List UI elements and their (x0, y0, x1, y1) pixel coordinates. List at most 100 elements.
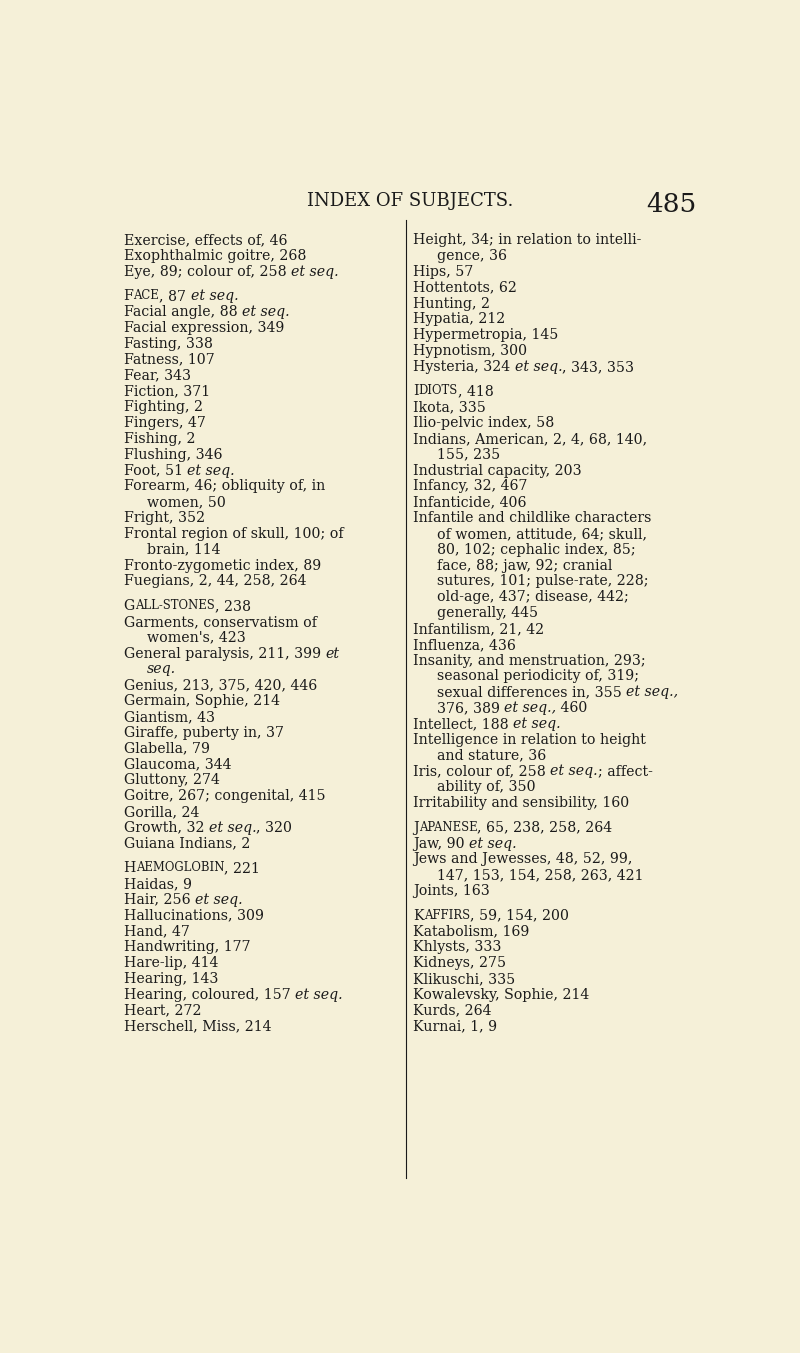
Text: et seq.: et seq. (194, 893, 242, 907)
Text: Fishing, 2: Fishing, 2 (123, 432, 195, 446)
Text: ; affect-: ; affect- (598, 764, 653, 778)
Text: AFFIRS: AFFIRS (424, 909, 470, 921)
Text: Facial expression, 349: Facial expression, 349 (123, 321, 284, 336)
Text: Hypatia, 212: Hypatia, 212 (413, 313, 506, 326)
Text: Flushing, 346: Flushing, 346 (123, 448, 222, 461)
Text: Germain, Sophie, 214: Germain, Sophie, 214 (123, 694, 279, 708)
Text: Goitre, 267; congenital, 415: Goitre, 267; congenital, 415 (123, 789, 325, 804)
Text: Indians, American, 2, 4, 68, 140,: Indians, American, 2, 4, 68, 140, (413, 432, 647, 446)
Text: Height, 34; in relation to intelli-: Height, 34; in relation to intelli- (413, 233, 642, 248)
Text: Hearing, 143: Hearing, 143 (123, 971, 218, 986)
Text: Katabolism, 169: Katabolism, 169 (413, 924, 530, 939)
Text: Glaucoma, 344: Glaucoma, 344 (123, 758, 231, 771)
Text: Influenza, 436: Influenza, 436 (413, 637, 516, 652)
Text: ALL-STONES: ALL-STONES (135, 599, 214, 612)
Text: Hearing, coloured, 157: Hearing, coloured, 157 (123, 988, 295, 1001)
Text: , 343, 353: , 343, 353 (562, 360, 634, 373)
Text: Guiana Indians, 2: Guiana Indians, 2 (123, 836, 250, 851)
Text: seq.: seq. (147, 663, 176, 676)
Text: Growth, 32: Growth, 32 (123, 821, 209, 835)
Text: I: I (413, 384, 418, 398)
Text: , 221: , 221 (225, 861, 260, 875)
Text: Hypermetropia, 145: Hypermetropia, 145 (413, 329, 558, 342)
Text: women's, 423: women's, 423 (147, 630, 246, 644)
Text: Frontal region of skull, 100; of: Frontal region of skull, 100; of (123, 526, 343, 541)
Text: seasonal periodicity of, 319;: seasonal periodicity of, 319; (437, 670, 638, 683)
Text: et seq.: et seq. (470, 836, 517, 851)
Text: Klikuschi, 335: Klikuschi, 335 (413, 971, 515, 986)
Text: Eye, 89; colour of, 258: Eye, 89; colour of, 258 (123, 265, 290, 279)
Text: et: et (325, 647, 339, 660)
Text: Glabella, 79: Glabella, 79 (123, 741, 210, 755)
Text: Herschell, Miss, 214: Herschell, Miss, 214 (123, 1019, 271, 1034)
Text: Fasting, 338: Fasting, 338 (123, 337, 213, 350)
Text: ACE: ACE (134, 290, 159, 303)
Text: et seq.: et seq. (290, 265, 338, 279)
Text: Iris, colour of, 258: Iris, colour of, 258 (413, 764, 550, 778)
Text: Genius, 213, 375, 420, 446: Genius, 213, 375, 420, 446 (123, 678, 317, 693)
Text: et seq.,: et seq., (626, 686, 678, 700)
Text: Kurds, 264: Kurds, 264 (413, 1004, 491, 1017)
Text: Ikota, 335: Ikota, 335 (413, 400, 486, 414)
Text: INDEX OF SUBJECTS.: INDEX OF SUBJECTS. (307, 192, 513, 210)
Text: Infantile and childlike characters: Infantile and childlike characters (413, 511, 651, 525)
Text: AEMOGLOBIN: AEMOGLOBIN (136, 861, 225, 874)
Text: Fronto-zygometic index, 89: Fronto-zygometic index, 89 (123, 559, 321, 572)
Text: , 320: , 320 (256, 821, 292, 835)
Text: 147, 153, 154, 258, 263, 421: 147, 153, 154, 258, 263, 421 (437, 869, 643, 882)
Text: , 87: , 87 (159, 290, 190, 303)
Text: G: G (123, 599, 135, 613)
Text: Insanity, and menstruation, 293;: Insanity, and menstruation, 293; (413, 653, 646, 667)
Text: Foot, 51: Foot, 51 (123, 464, 187, 478)
Text: Kidneys, 275: Kidneys, 275 (413, 957, 506, 970)
Text: Gluttony, 274: Gluttony, 274 (123, 773, 219, 787)
Text: Exercise, effects of, 46: Exercise, effects of, 46 (123, 233, 287, 248)
Text: old-age, 437; disease, 442;: old-age, 437; disease, 442; (437, 590, 629, 605)
Text: Giraffe, puberty in, 37: Giraffe, puberty in, 37 (123, 725, 283, 740)
Text: gence, 36: gence, 36 (437, 249, 506, 262)
Text: 460: 460 (556, 701, 588, 716)
Text: Fright, 352: Fright, 352 (123, 511, 205, 525)
Text: Hair, 256: Hair, 256 (123, 893, 194, 907)
Text: Fiction, 371: Fiction, 371 (123, 384, 210, 398)
Text: General paralysis, 211, 399: General paralysis, 211, 399 (123, 647, 325, 660)
Text: Industrial capacity, 203: Industrial capacity, 203 (413, 464, 582, 478)
Text: , 238: , 238 (214, 599, 250, 613)
Text: Kurnai, 1, 9: Kurnai, 1, 9 (413, 1019, 498, 1034)
Text: et seq.: et seq. (190, 290, 238, 303)
Text: Hallucinations, 309: Hallucinations, 309 (123, 909, 263, 923)
Text: Exophthalmic goitre, 268: Exophthalmic goitre, 268 (123, 249, 306, 262)
Text: Khlysts, 333: Khlysts, 333 (413, 940, 502, 954)
Text: 155, 235: 155, 235 (437, 448, 500, 461)
Text: Haidas, 9: Haidas, 9 (123, 877, 191, 890)
Text: et seq.: et seq. (514, 717, 561, 731)
Text: Hunting, 2: Hunting, 2 (413, 296, 490, 311)
Text: generally, 445: generally, 445 (437, 606, 538, 620)
Text: Infanticide, 406: Infanticide, 406 (413, 495, 526, 509)
Text: Jaw, 90: Jaw, 90 (413, 836, 470, 851)
Text: Hottentots, 62: Hottentots, 62 (413, 280, 517, 295)
Text: , 59, 154, 200: , 59, 154, 200 (470, 909, 569, 923)
Text: Infancy, 32, 467: Infancy, 32, 467 (413, 479, 528, 494)
Text: K: K (413, 909, 424, 923)
Text: Giantism, 43: Giantism, 43 (123, 710, 214, 724)
Text: Facial angle, 88: Facial angle, 88 (123, 306, 242, 319)
Text: Gorilla, 24: Gorilla, 24 (123, 805, 199, 819)
Text: Handwriting, 177: Handwriting, 177 (123, 940, 250, 954)
Text: Fighting, 2: Fighting, 2 (123, 400, 202, 414)
Text: of women, attitude, 64; skull,: of women, attitude, 64; skull, (437, 526, 646, 541)
Text: and stature, 36: and stature, 36 (437, 748, 546, 763)
Text: Infantilism, 21, 42: Infantilism, 21, 42 (413, 622, 544, 636)
Text: Fatness, 107: Fatness, 107 (123, 353, 214, 367)
Text: Fuegians, 2, 44, 258, 264: Fuegians, 2, 44, 258, 264 (123, 575, 306, 589)
Text: 80, 102; cephalic index, 85;: 80, 102; cephalic index, 85; (437, 543, 635, 557)
Text: Forearm, 46; obliquity of, in: Forearm, 46; obliquity of, in (123, 479, 325, 494)
Text: Hand, 47: Hand, 47 (123, 924, 190, 939)
Text: Irritability and sensibility, 160: Irritability and sensibility, 160 (413, 796, 630, 810)
Text: et seq.,: et seq., (504, 701, 556, 716)
Text: et seq.: et seq. (514, 360, 562, 373)
Text: Hips, 57: Hips, 57 (413, 265, 474, 279)
Text: APANESE: APANESE (419, 821, 478, 833)
Text: Garments, conservatism of: Garments, conservatism of (123, 614, 317, 629)
Text: J: J (413, 821, 419, 835)
